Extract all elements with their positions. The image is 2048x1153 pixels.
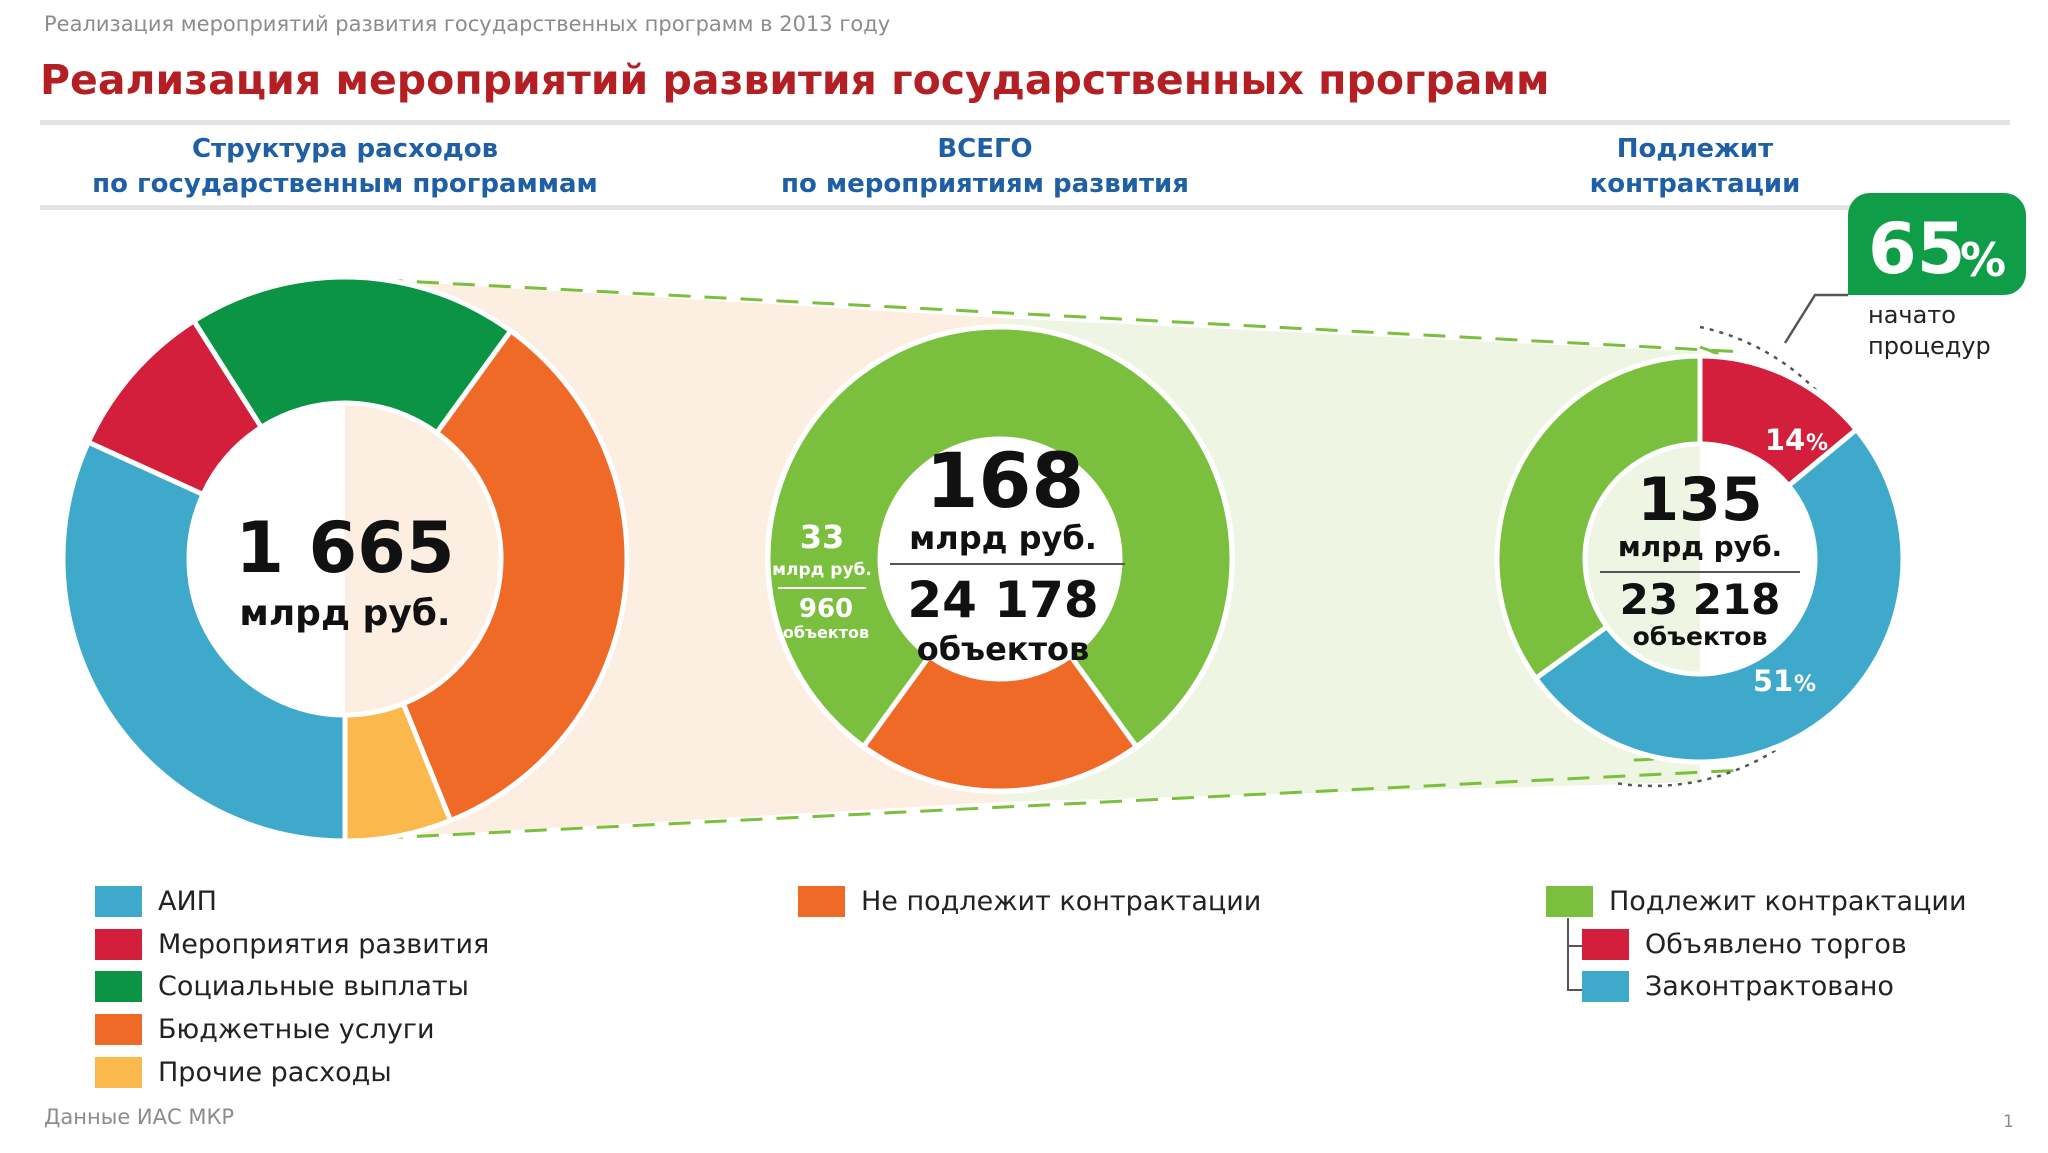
structure-center-value: 1 665: [235, 507, 454, 589]
legend-right-label-0: Подлежит контрактации: [1609, 885, 1967, 917]
source-note: Данные ИАС МКР: [44, 1105, 235, 1129]
procedures-caption-line1: начато: [1868, 301, 1956, 329]
legend-right-item-2: Законтрактовано: [1582, 970, 1894, 1002]
total-center-count: 24 178: [907, 571, 1098, 629]
callout-connector: [1783, 293, 1848, 344]
legend-left-swatch-2: [95, 970, 142, 1002]
legend-middle-label-0: Не подлежит контрактации: [861, 885, 1262, 917]
procedures-badge-unit: %: [1960, 233, 2007, 287]
contracted-percent-unit: %: [1794, 672, 1816, 697]
legend-right-swatch-1: [1582, 928, 1629, 960]
legend-right-item-1: Объявлено торгов: [1582, 928, 1907, 960]
legend-left-label-2: Социальные выплаты: [158, 970, 469, 1002]
column-header-structure-line2: по государственным программам: [92, 169, 598, 199]
column-header-structure: Структура расходов по государственным пр…: [45, 132, 645, 202]
connector-top: [344, 276, 1746, 354]
contract-center-count-unit: объектов: [1633, 622, 1768, 651]
legend-right-swatch-2: [1582, 970, 1629, 1002]
total-slice-0: [765, 324, 1235, 751]
contract-center-count: 23 218: [1620, 575, 1781, 624]
legend-middle-item-0: Не подлежит контрактации: [798, 885, 1261, 917]
column-header-structure-line1: Структура расходов: [191, 134, 499, 164]
column-header-contract-line1: Подлежит: [1616, 134, 1774, 164]
not-contract-count: 960: [799, 594, 853, 624]
legend-left-item-1: Мероприятия развития: [95, 928, 489, 960]
legend-left-swatch-1: [95, 928, 142, 960]
legend-left-label-4: Прочие расходы: [158, 1056, 392, 1088]
contracted-percent-value: 51: [1753, 664, 1793, 698]
header-divider-top: [40, 120, 2010, 125]
legend-right-item-0: Подлежит контрактации: [1546, 885, 1967, 917]
total-center-value: 168: [926, 436, 1085, 525]
legend-left-label-0: АИП: [158, 885, 217, 917]
procedures-badge-value: 65: [1868, 208, 1966, 290]
contract-center-unit: млрд руб.: [1618, 530, 1782, 563]
contract-center-value: 135: [1637, 465, 1762, 535]
column-header-contract: Подлежит контрактации: [1395, 132, 1995, 202]
total-center-unit: млрд руб.: [909, 519, 1097, 557]
column-header-total-line2: по мероприятиям развития: [781, 169, 1189, 199]
legend-left-swatch-3: [95, 1013, 142, 1045]
not-contract-value: 33: [800, 518, 845, 556]
legend-left-item-3: Бюджетные услуги: [95, 1013, 435, 1045]
structure-slice-2: [190, 274, 515, 437]
contract-slice-2: [1494, 353, 1703, 682]
procedures-badge-caption: начато процедур: [1868, 300, 1991, 362]
bids-percent-value: 14: [1765, 423, 1805, 457]
procedures-badge: [1848, 193, 2026, 295]
legend-right-swatch-0: [1546, 885, 1593, 917]
structure-slice-4: [342, 700, 454, 844]
total-slice-1: [860, 652, 1140, 794]
legend-middle-swatch-0: [798, 885, 845, 917]
not-contract-unit: млрд руб.: [772, 560, 872, 580]
legend-left-item-2: Социальные выплаты: [95, 970, 469, 1002]
structure-slice-0: [60, 438, 348, 844]
contract-slice-1: [1532, 426, 1906, 765]
structure-slice-3: [400, 327, 630, 824]
total-center-count-unit: объектов: [917, 630, 1090, 668]
bids-percent-unit: %: [1806, 431, 1828, 456]
legend-left-swatch-4: [95, 1056, 142, 1088]
legend-left-item-0: АИП: [95, 885, 217, 917]
legend-right-label-2: Законтрактовано: [1645, 970, 1894, 1002]
column-header-total: ВСЕГО по мероприятиям развития: [685, 132, 1285, 202]
legend-left-item-4: Прочие расходы: [95, 1056, 392, 1088]
legend-left-label-3: Бюджетные услуги: [158, 1013, 435, 1045]
connector-bottom: [344, 768, 1746, 842]
page-title: Реализация мероприятий развития государс…: [40, 56, 1550, 104]
page-number: 1: [2003, 1112, 2014, 1132]
legend-bracket: [1567, 918, 1583, 991]
legend-right-label-1: Объявлено торгов: [1645, 928, 1907, 960]
not-contract-count-unit: объектов: [783, 623, 869, 642]
contract-outer-dotted-arc: [1614, 325, 1886, 788]
structure-center-unit: млрд руб.: [239, 593, 450, 634]
column-header-contract-line2: контрактации: [1589, 169, 1801, 199]
header-divider-bottom: [40, 205, 2010, 210]
procedures-caption-line2: процедур: [1868, 332, 1991, 360]
legend-left-label-1: Мероприятия развития: [158, 928, 490, 960]
legend-left-swatch-0: [95, 885, 142, 917]
column-header-total-line1: ВСЕГО: [937, 134, 1033, 164]
top-caption: Реализация мероприятий развития государс…: [44, 12, 891, 36]
